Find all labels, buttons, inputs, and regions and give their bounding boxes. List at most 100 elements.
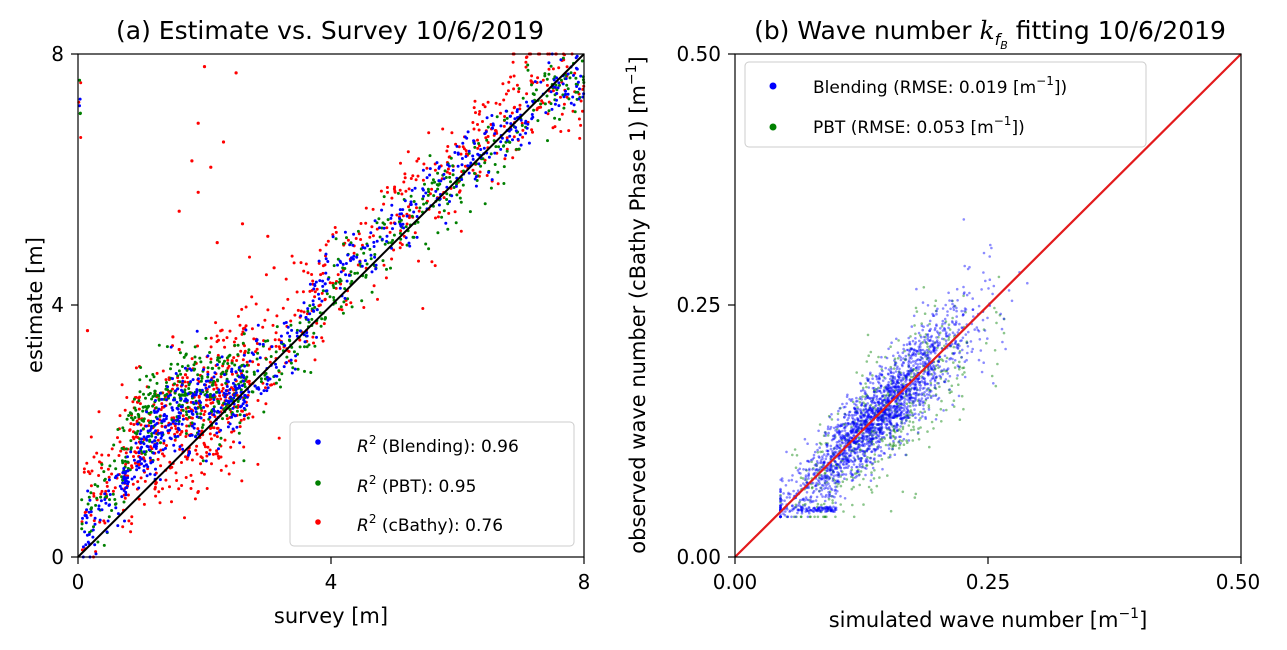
data-point-cbathy (411, 174, 415, 178)
data-point-pbt (893, 409, 896, 413)
data-point-blending (369, 253, 373, 257)
data-point-pbt (925, 357, 929, 361)
data-point-pbt (997, 275, 1001, 279)
data-point-pbt (332, 296, 336, 299)
data-point-pbt (855, 410, 858, 413)
data-point-pbt (799, 515, 803, 519)
data-point-blending (247, 390, 251, 394)
data-point-pbt (874, 431, 878, 434)
data-point-pbt (193, 360, 197, 364)
data-point-pbt (186, 364, 190, 368)
data-point-cbathy (524, 65, 528, 69)
data-point-blending (471, 157, 475, 161)
data-point-blending (290, 328, 294, 332)
data-point-blending (879, 446, 882, 449)
data-point-pbt (888, 442, 892, 446)
data-point-blending (954, 340, 958, 344)
data-point-blending (807, 460, 811, 464)
data-point-blending (526, 122, 530, 126)
data-point-blending (268, 377, 272, 381)
data-point-pbt (878, 476, 881, 479)
data-point-pbt (912, 368, 916, 371)
data-point-blending (227, 391, 231, 395)
data-point-pbt (939, 407, 943, 411)
data-point-blending (935, 336, 938, 339)
data-point-blending (917, 358, 920, 361)
data-point-pbt (146, 405, 150, 409)
data-point-blending (575, 85, 579, 88)
data-point-blending (919, 362, 922, 366)
data-point-blending (833, 426, 836, 430)
data-point-cbathy (416, 174, 420, 178)
data-point-blending (837, 429, 841, 432)
data-point-blending (860, 404, 863, 407)
data-point-blending (859, 409, 862, 413)
data-point-blending (241, 375, 245, 379)
data-point-cbathy (117, 454, 121, 457)
data-point-cbathy (111, 489, 115, 493)
data-point-pbt (940, 347, 944, 350)
data-point-pbt (895, 402, 899, 406)
data-point-blending (85, 516, 89, 520)
data-point-blending (857, 446, 860, 449)
data-point-cbathy (222, 338, 225, 342)
data-point-blending (927, 393, 931, 397)
data-point-blending (137, 451, 141, 455)
data-point-pbt (187, 415, 191, 419)
data-point-cbathy (232, 356, 236, 360)
data-point-blending (196, 382, 200, 386)
data-point-cbathy (168, 485, 171, 489)
data-point-blending (914, 383, 918, 387)
data-point-pbt (235, 409, 239, 413)
data-point-cbathy (256, 399, 260, 402)
data-point-cbathy (208, 432, 212, 436)
data-point-cbathy (153, 487, 157, 491)
data-point-pbt (888, 413, 891, 417)
data-point-cbathy (331, 281, 335, 285)
data-point-pbt (805, 481, 808, 484)
data-point-cbathy (430, 260, 434, 264)
data-point-pbt (320, 317, 324, 321)
data-point-cbathy (503, 115, 507, 118)
data-point-pbt (808, 515, 812, 519)
data-point-blending (908, 343, 912, 346)
data-point-pbt (812, 467, 815, 470)
data-point-blending (852, 463, 856, 466)
data-point-blending (181, 379, 185, 383)
data-point-blending (132, 458, 136, 462)
data-point-blending (229, 399, 233, 403)
data-point-pbt (850, 468, 853, 472)
data-point-cbathy (184, 435, 188, 438)
panel-a-legend: R2 (Blending): 0.96 R2 (PBT): 0.95 R2 (c… (289, 421, 575, 547)
data-point-pbt (312, 331, 316, 335)
data-point-blending (804, 468, 808, 472)
data-point-blending (564, 92, 567, 96)
data-point-cbathy (228, 329, 232, 333)
data-point-blending (892, 424, 896, 428)
data-point-blending (871, 386, 875, 390)
data-point-blending (880, 418, 883, 421)
data-point-blending (799, 508, 803, 512)
data-point-blending (165, 414, 169, 418)
data-point-blending (933, 367, 936, 370)
data-point-pbt (159, 441, 162, 445)
legend-marker-cbathy (315, 519, 321, 525)
data-point-cbathy (402, 180, 406, 184)
data-point-blending (561, 82, 565, 86)
data-point-cbathy (110, 472, 114, 476)
data-point-blending (932, 314, 936, 318)
data-point-blending (896, 351, 900, 355)
data-point-pbt (78, 111, 82, 115)
data-point-blending (207, 385, 211, 389)
data-point-blending (877, 444, 880, 447)
data-point-blending (217, 388, 221, 392)
data-point-cbathy (284, 277, 288, 281)
data-point-blending (574, 56, 578, 60)
data-point-blending (566, 72, 570, 76)
data-point-blending (943, 321, 947, 325)
panel-a-y-ticks (71, 53, 78, 558)
data-point-pbt (880, 414, 883, 418)
data-point-blending (965, 293, 969, 297)
data-point-cbathy (311, 335, 315, 339)
data-point-pbt (517, 87, 521, 91)
